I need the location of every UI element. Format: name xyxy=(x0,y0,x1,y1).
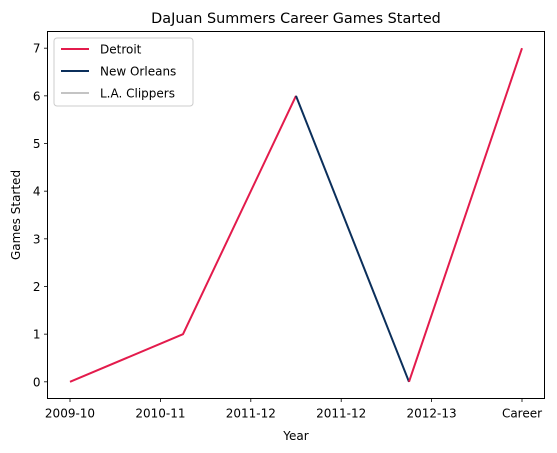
x-tick-label: Career xyxy=(502,407,542,421)
x-tick-label: 2010-11 xyxy=(135,407,185,421)
y-tick-label: 5 xyxy=(33,137,41,151)
series-line-detroit-continued xyxy=(408,47,523,383)
x-tick-label: 2009-10 xyxy=(45,407,95,421)
legend-label: L.A. Clippers xyxy=(100,87,175,101)
series-line-new-orleans xyxy=(295,95,410,383)
y-tick-label: 7 xyxy=(33,42,41,56)
x-axis-label: Year xyxy=(282,429,308,443)
y-tick-label: 4 xyxy=(33,185,41,199)
y-tick-label: 0 xyxy=(33,375,41,389)
y-tick-label: 1 xyxy=(33,328,41,342)
legend-label: Detroit xyxy=(100,43,142,57)
plot-area xyxy=(47,31,545,399)
y-tick-label: 6 xyxy=(33,89,41,103)
legend: Detroit New Orleans L.A. Clippers xyxy=(53,37,194,107)
y-axis-ticks: 0 1 2 3 4 5 6 7 xyxy=(33,42,48,389)
chart-title: DaJuan Summers Career Games Started xyxy=(151,11,441,27)
y-axis-label: Games Started xyxy=(9,170,23,260)
y-tick-label: 3 xyxy=(33,232,41,246)
legend-label: New Orleans xyxy=(100,65,176,79)
x-tick-label: 2011-12 xyxy=(316,407,366,421)
series-layer xyxy=(69,47,523,383)
x-axis-ticks: 2009-10 2010-11 2011-12 2011-12 2012-13 Caree… xyxy=(45,398,542,421)
legend-box xyxy=(53,37,194,107)
series-line-detroit xyxy=(69,95,297,383)
y-tick-label: 2 xyxy=(33,280,41,294)
x-tick-label: 2011-12 xyxy=(226,407,276,421)
x-tick-label: 2012-13 xyxy=(407,407,457,421)
